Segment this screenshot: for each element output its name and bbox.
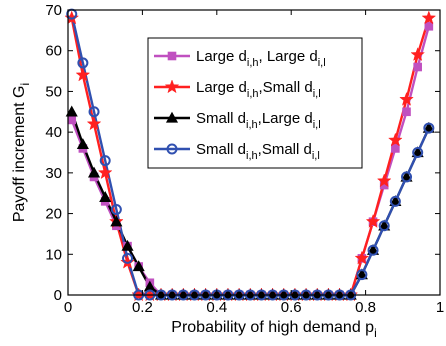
series-1-point (424, 21, 434, 31)
x-axis-title: Probability of high demand pi (171, 319, 376, 340)
legend-entry-4: Small di,h,Small di,l (196, 141, 320, 162)
series-1-point (402, 107, 411, 117)
legend: Large di,h, Large di,l Large di,h,Small d… (147, 37, 363, 169)
series-3-point (99, 191, 112, 202)
series-2-point (75, 67, 91, 82)
series-1-point (67, 115, 77, 125)
series-4-point (412, 147, 424, 158)
legend-entry-1: Large di,h, Large di,l (196, 48, 326, 69)
y-axis-ticks: 0 10 20 30 40 50 60 70 (45, 2, 440, 304)
plot-frame (67, 9, 441, 296)
series-2-point (354, 250, 370, 265)
x-tick-label: 0 (64, 299, 72, 316)
legend-box (147, 37, 363, 169)
series-2-point (376, 173, 392, 188)
series-4-point (77, 57, 89, 69)
series-4-point (99, 155, 111, 167)
series-2-point (97, 165, 113, 180)
legend-marker (165, 111, 179, 123)
y-tick-label: 40 (45, 124, 62, 141)
y-tick-label: 0 (54, 287, 62, 304)
series-4-point (122, 252, 134, 264)
series-2-point (388, 132, 403, 147)
y-tick-label: 30 (45, 165, 62, 182)
series-3-point (110, 215, 123, 227)
x-axis-ticks: 0 0.2 0.4 0.6 0.8 1 (64, 10, 444, 316)
legend-marker (167, 51, 177, 61)
series-2-point (421, 10, 437, 25)
series-2-point (365, 213, 381, 228)
legend-marker (164, 79, 180, 94)
y-tick-label: 60 (45, 43, 62, 60)
y-tick-label: 10 (45, 246, 62, 263)
series-2-point (399, 91, 414, 106)
legend-entry-3: Small di,h,Large di,l (196, 110, 321, 131)
series-3-point (87, 166, 101, 178)
y-tick-label: 50 (45, 83, 62, 100)
x-tick-label: 1 (436, 299, 444, 316)
series-4-point (389, 195, 401, 207)
series-4-point (401, 171, 413, 183)
series-3-point (65, 105, 78, 117)
legend-entry-2: Large di,h,Small di,l (196, 79, 321, 100)
legend-marker (166, 143, 178, 155)
x-tick-label: 0.8 (355, 299, 376, 316)
series-4-point (423, 122, 435, 134)
series-2-point (410, 47, 426, 62)
series-4-point (110, 204, 122, 215)
series-4-point (356, 269, 368, 281)
x-tick-label: 0.6 (281, 299, 302, 316)
series-4-point (88, 106, 100, 118)
y-tick-label: 70 (45, 2, 62, 19)
series-3-point (121, 239, 134, 251)
series-3-point (132, 260, 145, 272)
series-4-point (367, 244, 379, 256)
y-tick-label: 20 (45, 206, 62, 223)
series-1-point (413, 62, 422, 72)
x-tick-label: 0.4 (206, 299, 227, 316)
x-tick-label: 0.2 (132, 299, 153, 316)
series-4-point (378, 220, 390, 232)
y-axis-title: Payoff increment Gi (11, 83, 32, 222)
series-1-point (391, 144, 400, 153)
series-3-point (76, 138, 89, 150)
series-2-point (86, 116, 102, 131)
